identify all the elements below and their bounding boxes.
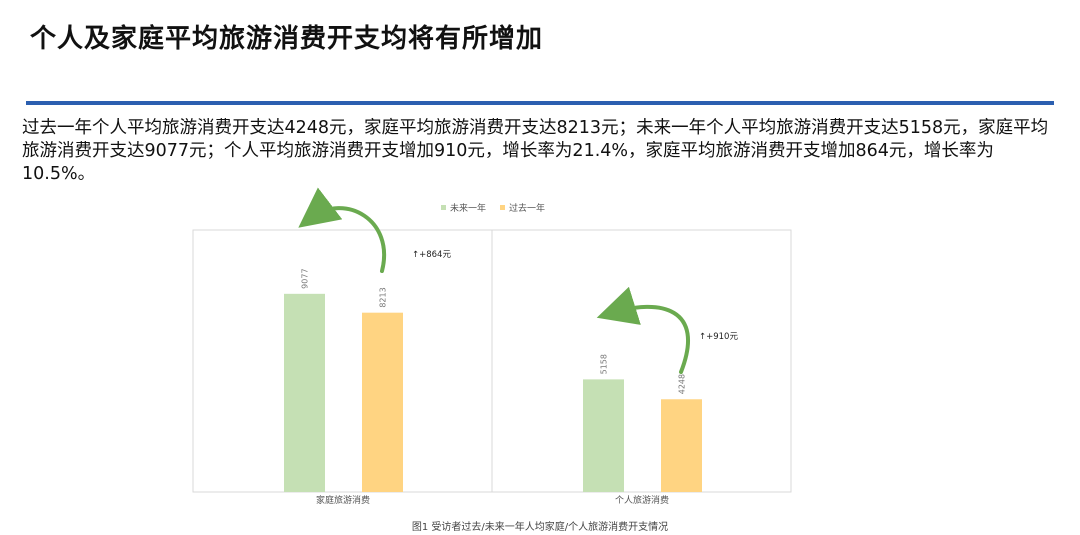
bar-family-past — [362, 312, 403, 492]
data-label-family-future: 9077 — [301, 268, 310, 288]
legend-swatch-past — [500, 205, 505, 210]
x-tick-label-family: 家庭旅游消费 — [316, 494, 370, 506]
growth-arrow-personal — [596, 286, 690, 374]
data-label-family-past: 8213 — [379, 287, 388, 307]
description-text: 过去一年个人平均旅游消费开支达4248元，家庭平均旅游消费开支达8213元；未来… — [22, 118, 1049, 184]
bar-personal-past — [661, 399, 702, 492]
growth-arrow-family — [298, 187, 386, 273]
legend: 未来一年 过去一年 — [441, 202, 545, 214]
legend-swatch-future — [441, 205, 446, 210]
bar-personal-future — [583, 379, 624, 492]
page-title: 个人及家庭平均旅游消费开支均将有所增加 — [30, 24, 544, 54]
title-divider — [26, 101, 1054, 105]
legend-label-future: 未来一年 — [450, 202, 486, 214]
data-label-personal-future: 5158 — [600, 354, 609, 374]
data-label-personal-past: 4248 — [678, 374, 687, 394]
bar-group: 9077 8213 5158 4248 — [284, 268, 702, 492]
annotation-family-increase: ↑+864元 — [412, 250, 451, 260]
figure-caption: 图1 受访者过去/未来一年人均家庭/个人旅游消费开支情况 — [411, 522, 669, 533]
bar-family-future — [284, 293, 325, 492]
x-tick-label-personal: 个人旅游消费 — [615, 494, 669, 506]
annotation-personal-increase: ↑+910元 — [699, 332, 738, 342]
legend-label-past: 过去一年 — [509, 202, 545, 214]
